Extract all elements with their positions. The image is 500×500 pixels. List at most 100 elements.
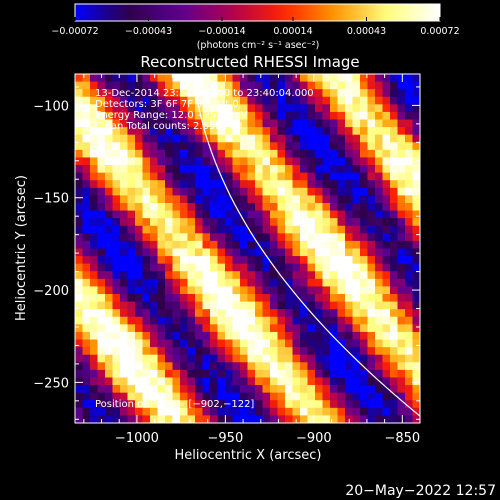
heatmap-cell <box>165 142 174 151</box>
heatmap-cell <box>150 119 159 128</box>
heatmap-cell <box>277 415 286 423</box>
heatmap-cell <box>240 294 249 303</box>
heatmap-cell <box>277 172 286 181</box>
heatmap-cell <box>405 81 414 90</box>
heatmap-cell <box>337 362 346 371</box>
heatmap-cell <box>285 119 294 128</box>
heatmap-cell <box>210 248 219 257</box>
heatmap-cell <box>352 271 361 280</box>
heatmap-cell <box>412 377 420 386</box>
heatmap-cell <box>232 96 241 105</box>
heatmap-cell <box>412 301 420 310</box>
heatmap-cell <box>360 134 369 143</box>
heatmap-cell <box>315 142 324 151</box>
heatmap-cell <box>352 233 361 242</box>
heatmap-cell <box>187 142 196 151</box>
heatmap-cell <box>127 81 136 90</box>
heatmap-cell <box>405 172 414 181</box>
heatmap-cell <box>330 225 339 234</box>
heatmap-cell <box>360 218 369 227</box>
heatmap-cell <box>135 165 144 174</box>
heatmap-cell <box>150 218 159 227</box>
heatmap-cell <box>157 286 166 295</box>
heatmap-cell <box>127 225 136 234</box>
heatmap-cell <box>75 263 84 272</box>
heatmap-cell <box>210 256 219 265</box>
heatmap-cell <box>307 362 316 371</box>
heatmap-cell <box>292 392 301 401</box>
heatmap-cell <box>337 142 346 151</box>
heatmap-cell <box>382 354 391 363</box>
heatmap-cell <box>217 74 226 83</box>
heatmap-cell <box>262 415 271 423</box>
heatmap-cell <box>90 202 99 212</box>
heatmap-cell <box>127 210 136 219</box>
heatmap-cell <box>292 347 301 356</box>
heatmap-cell <box>202 339 211 348</box>
heatmap-cell <box>382 218 391 227</box>
heatmap-cell <box>367 233 376 242</box>
heatmap-cell <box>240 119 249 128</box>
heatmap-cell <box>397 248 406 257</box>
heatmap-cell <box>382 81 391 90</box>
heatmap-cell <box>240 225 249 234</box>
heatmap-cell <box>262 331 271 341</box>
heatmap-cell <box>262 240 271 250</box>
heatmap-cell <box>82 127 91 136</box>
heatmap-cell <box>322 248 331 257</box>
heatmap-cell <box>120 362 129 371</box>
heatmap-cell <box>157 187 166 196</box>
heatmap-cell <box>330 187 339 196</box>
heatmap-cell <box>337 324 346 333</box>
heatmap-cell <box>375 309 384 318</box>
heatmap-cell <box>172 339 181 348</box>
heatmap-cell <box>315 157 324 166</box>
heatmap-cell <box>240 263 249 272</box>
heatmap-cell <box>180 362 189 371</box>
heatmap-cell <box>210 111 219 121</box>
heatmap-cell <box>405 96 414 105</box>
heatmap-cell <box>322 392 331 401</box>
heatmap-cell <box>217 96 226 105</box>
heatmap-cell <box>322 104 331 113</box>
heatmap-cell <box>165 400 174 409</box>
heatmap-cell <box>202 309 211 318</box>
heatmap-cell <box>172 354 181 363</box>
y-axis-label: Heliocentric Y (arcsec) <box>14 175 29 321</box>
heatmap-cell <box>360 89 369 98</box>
heatmap-cell <box>202 96 211 105</box>
colorbar-frame <box>74 3 441 22</box>
heatmap-cell <box>225 233 234 242</box>
heatmap-cell <box>150 377 159 386</box>
heatmap-cell <box>285 248 294 257</box>
heatmap-cell <box>337 301 346 310</box>
heatmap-cell <box>247 187 256 196</box>
heatmap-cell <box>367 127 376 136</box>
heatmap-cell <box>330 324 339 333</box>
heatmap-cell <box>82 415 91 423</box>
heatmap-cell <box>277 369 286 379</box>
heatmap-cell <box>210 294 219 303</box>
heatmap-cell <box>247 119 256 128</box>
heatmap-cell <box>367 165 376 174</box>
heatmap-cell <box>180 278 189 288</box>
heatmap-cell <box>187 134 196 143</box>
heatmap-cell <box>262 248 271 257</box>
heatmap-cell <box>172 187 181 196</box>
heatmap-cell <box>127 294 136 303</box>
heatmap-cell <box>180 309 189 318</box>
heatmap-cell <box>75 309 84 318</box>
heatmap-cell <box>202 165 211 174</box>
heatmap-cell <box>322 415 331 423</box>
heatmap-cell <box>195 331 204 341</box>
heatmap-cell <box>405 347 414 356</box>
heatmap-cell <box>217 240 226 250</box>
heatmap-cell <box>165 172 174 181</box>
heatmap-cell <box>90 218 99 227</box>
heatmap-cell <box>375 81 384 90</box>
heatmap-cell <box>375 316 384 325</box>
heatmap-cell <box>345 157 354 166</box>
heatmap-cell <box>180 157 189 166</box>
heatmap-cell <box>277 263 286 272</box>
heatmap-cell <box>360 202 369 212</box>
